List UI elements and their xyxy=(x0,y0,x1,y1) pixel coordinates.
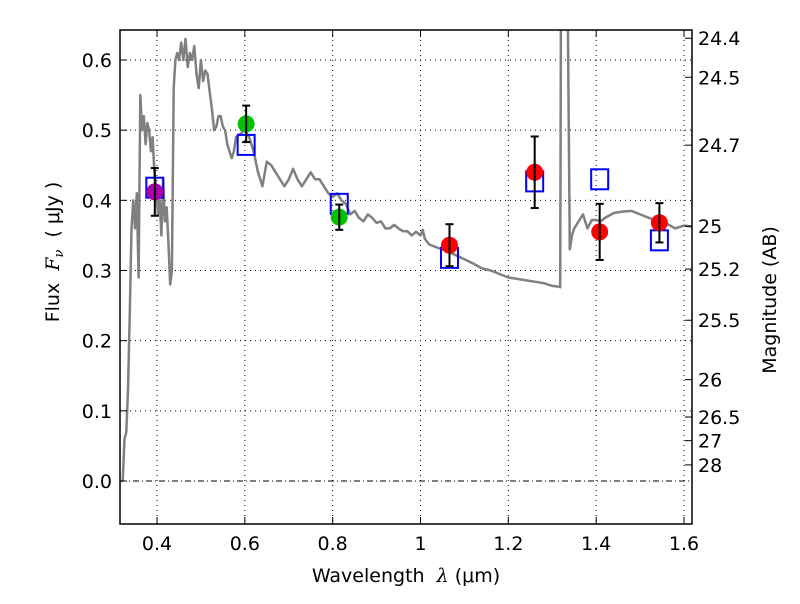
x-tick-label: 1.4 xyxy=(581,533,611,555)
model-square xyxy=(590,168,610,191)
right-tick-label: 26 xyxy=(698,370,722,392)
right-tick-label: 27 xyxy=(698,431,722,453)
x-tick-label: 1.6 xyxy=(669,533,699,555)
right-tick-label: 24.7 xyxy=(698,135,740,157)
x-tick-label: 0.4 xyxy=(142,533,172,555)
right-tick-label: 25 xyxy=(698,216,722,238)
right-tick-label: 24.5 xyxy=(698,67,740,89)
right-axis-label: Magnitude (AB) xyxy=(759,226,781,374)
y-tick-label: 0.0 xyxy=(82,471,112,493)
x-tick-labels: 0.4 0.6 0.8 1 1.2 1.4 1.6 xyxy=(142,533,699,555)
x-tick-label: 0.6 xyxy=(230,533,260,555)
ticks xyxy=(120,30,692,524)
x-axis-label: Wavelength λ (μm) xyxy=(312,565,500,587)
y-axis-label: Flux Fν ( μJy ) xyxy=(42,182,67,323)
y-tick-label: 0.6 xyxy=(82,50,112,72)
y-tick-labels: 0.0 0.1 0.2 0.3 0.4 0.5 0.6 xyxy=(82,50,112,493)
plot-frame xyxy=(119,29,693,525)
right-tick-label: 25.2 xyxy=(698,259,740,281)
x-tick-label: 1.2 xyxy=(493,533,523,555)
right-tick-label: 28 xyxy=(698,455,722,477)
plot-area xyxy=(121,30,692,483)
x-tick-label: 0.8 xyxy=(318,533,348,555)
y-tick-label: 0.5 xyxy=(82,120,112,142)
photometry-points xyxy=(146,104,668,268)
y-tick-label: 0.4 xyxy=(82,190,112,212)
right-tick-label: 24.4 xyxy=(698,28,740,50)
right-tick-label: 26.5 xyxy=(698,407,740,429)
y-tick-label: 0.3 xyxy=(82,261,112,283)
x-tick-label: 1 xyxy=(414,533,426,555)
y-tick-label: 0.1 xyxy=(82,401,112,423)
right-tick-label: 25.5 xyxy=(698,310,740,332)
y-tick-label: 0.2 xyxy=(82,331,112,353)
